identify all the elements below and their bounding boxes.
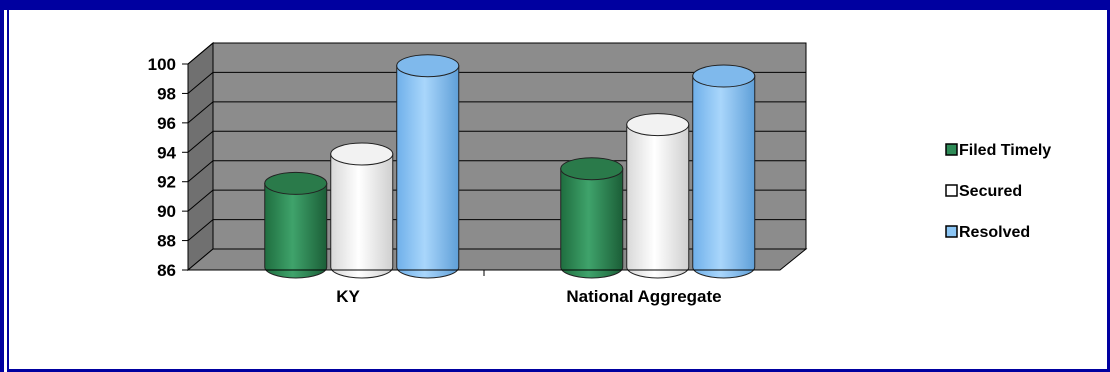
gridline-side xyxy=(187,160,214,183)
bar-filed-timely xyxy=(264,171,328,279)
y-tick-label: 86 xyxy=(157,261,176,280)
bar-top xyxy=(396,54,460,78)
legend-swatch xyxy=(945,143,958,156)
y-tick-label: 90 xyxy=(157,202,176,221)
bar-top xyxy=(626,113,690,137)
legend: Filed Timely Secured Resolved xyxy=(945,142,1051,241)
gridline-side xyxy=(187,42,214,65)
bar-secured xyxy=(330,142,394,279)
y-axis-ticks: 86 88 90 92 94 96 98 100 xyxy=(148,55,485,280)
legend-swatch xyxy=(945,225,958,238)
legend-item: Secured xyxy=(945,183,1022,200)
frame-right-bar xyxy=(1107,0,1110,372)
y-tick-label: 92 xyxy=(157,173,176,192)
frame-top-bar xyxy=(0,0,1110,10)
frame-bottom-bar xyxy=(9,369,1110,372)
gridline-side xyxy=(187,219,214,241)
category-label: National Aggregate xyxy=(566,287,721,306)
bar-body xyxy=(626,124,690,279)
y-tick-label: 100 xyxy=(148,55,176,74)
legend-swatch xyxy=(945,184,958,197)
bar-body xyxy=(396,65,460,279)
category-label: KY xyxy=(336,287,360,306)
gridline-side xyxy=(187,101,214,124)
frame-left-bar-inner xyxy=(7,0,9,372)
bar-filed-timely xyxy=(560,157,624,279)
bar-resolved xyxy=(692,64,756,279)
bar-top xyxy=(330,142,394,166)
bar-body xyxy=(264,182,328,279)
bar-resolved xyxy=(396,54,460,279)
bars xyxy=(264,54,756,279)
bar-secured xyxy=(626,113,690,279)
bar-body xyxy=(330,153,394,279)
legend-label: Filed Timely xyxy=(959,142,1051,159)
bar-top xyxy=(692,64,756,88)
gridline-side xyxy=(187,189,214,212)
bar-body xyxy=(560,168,624,279)
y-tick-label: 88 xyxy=(157,232,176,251)
y-tick-label: 98 xyxy=(157,84,176,103)
y-tick-label: 96 xyxy=(157,114,176,133)
bar-top xyxy=(560,157,624,181)
category-labels: KY National Aggregate xyxy=(336,287,721,306)
legend-label: Secured xyxy=(959,183,1022,200)
frame-left-bar-outer xyxy=(0,0,4,372)
gridline-side xyxy=(187,72,214,94)
y-tick-label: 94 xyxy=(157,143,176,162)
legend-label: Resolved xyxy=(959,224,1030,241)
legend-item: Filed Timely xyxy=(945,142,1051,159)
bar-top xyxy=(264,171,328,195)
gridline-side xyxy=(187,130,214,153)
bar-body xyxy=(692,75,756,279)
plot-side-wall xyxy=(187,41,214,272)
legend-item: Resolved xyxy=(945,224,1030,241)
